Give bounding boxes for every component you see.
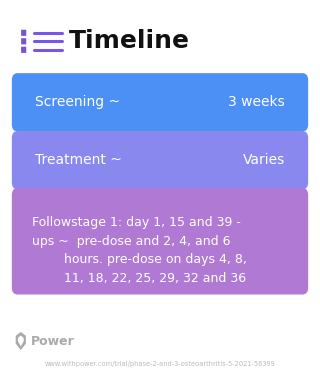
- FancyBboxPatch shape: [21, 30, 26, 36]
- Text: www.withpower.com/trial/phase-2-and-3-osteoarthritis-5-2021-56399: www.withpower.com/trial/phase-2-and-3-os…: [44, 361, 276, 367]
- Text: 3 weeks: 3 weeks: [228, 95, 285, 109]
- Text: Screening ~: Screening ~: [35, 95, 120, 109]
- FancyBboxPatch shape: [12, 73, 308, 131]
- FancyBboxPatch shape: [12, 188, 308, 295]
- FancyBboxPatch shape: [12, 131, 308, 190]
- Polygon shape: [16, 332, 26, 350]
- Polygon shape: [18, 335, 24, 346]
- Text: Varies: Varies: [243, 153, 285, 167]
- Text: Treatment ~: Treatment ~: [35, 153, 122, 167]
- FancyBboxPatch shape: [21, 38, 26, 44]
- FancyBboxPatch shape: [21, 47, 26, 53]
- Text: Timeline: Timeline: [69, 29, 190, 53]
- Text: Power: Power: [31, 335, 75, 348]
- Text: Followstage 1: day 1, 15 and 39 -
ups ~  pre-dose and 2, 4, and 6
        hours.: Followstage 1: day 1, 15 and 39 - ups ~ …: [32, 216, 247, 285]
